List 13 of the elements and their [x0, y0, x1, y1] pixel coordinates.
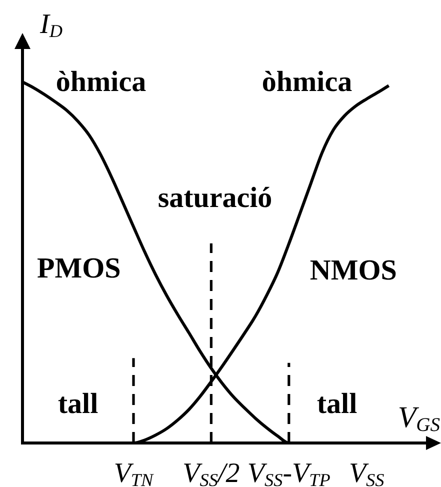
y-axis-title: I$_{D}$	[39, 9, 62, 41]
x-tick-label: V$_{SS}$	[348, 458, 384, 487]
annotation: òhmica	[56, 66, 147, 98]
annotation: tall	[316, 388, 358, 420]
x-tick-label: V$_{SS}$-V$_{TP}$	[247, 458, 330, 487]
series-label: NMOS	[310, 254, 397, 286]
x-tick-label: V$_{TN}$	[114, 458, 154, 487]
x-tick-label: V$_{SS}$/2	[182, 458, 240, 487]
annotation: saturació	[158, 182, 272, 214]
x-axis-title: V$_{GS}$	[398, 401, 440, 436]
series-label: PMOS	[37, 252, 121, 284]
annotation: tall	[58, 388, 98, 420]
annotation: òhmica	[262, 66, 353, 98]
